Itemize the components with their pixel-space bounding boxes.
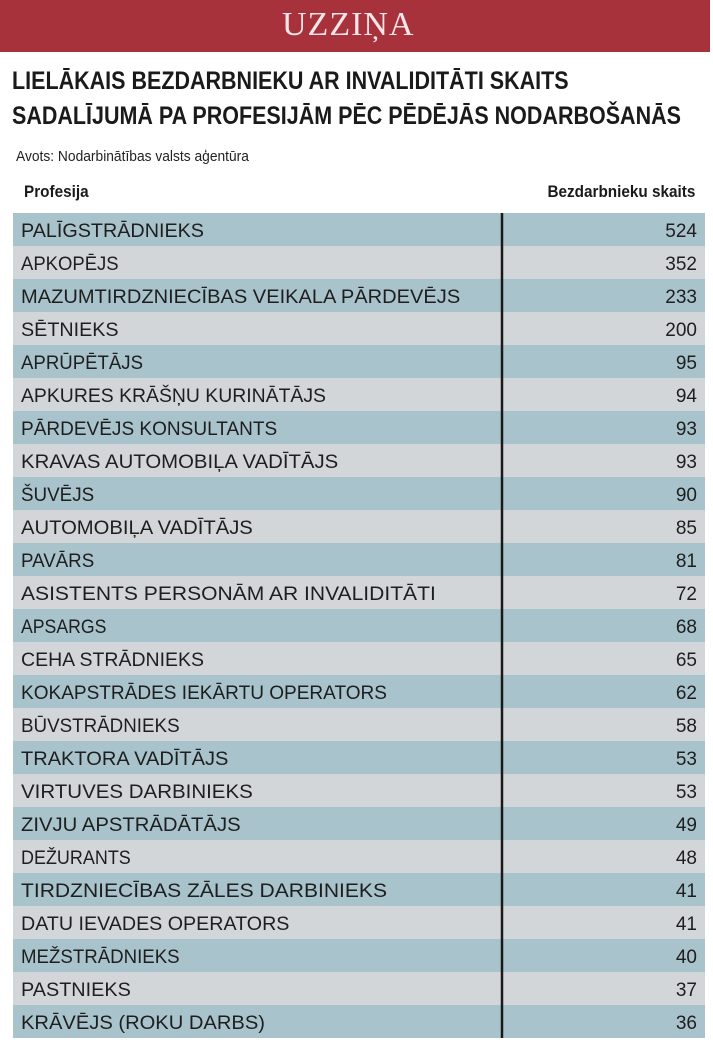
count-value: 81 <box>676 551 697 572</box>
profession-label: PĀRDEVĒJS KONSULTANTS <box>21 419 277 440</box>
column-header-count: Bezdarbnieku skaits <box>547 182 695 201</box>
headline: LIELĀKAIS BEZDARBNIEKU AR INVALIDITĀTI S… <box>12 64 681 134</box>
table-row <box>13 840 705 873</box>
count-value: 85 <box>676 518 697 539</box>
count-value: 352 <box>665 254 697 275</box>
profession-label: DATU IEVADES OPERATORS <box>21 914 289 935</box>
table-row <box>13 1005 705 1038</box>
profession-label: TRAKTORA VADĪTĀJS <box>21 749 228 770</box>
profession-label: KRĀVĒJS (ROKU DARBS) <box>21 1013 265 1034</box>
count-value: 49 <box>676 815 697 836</box>
headline-line-2: SADALĪJUMĀ PA PROFESIJĀM PĒC PĒDĒJĀS NOD… <box>12 102 681 130</box>
count-value: 95 <box>676 353 697 374</box>
profession-label: PASTNIEKS <box>21 980 131 1001</box>
profession-label: TIRDZNIECĪBAS ZĀLES DARBINIEKS <box>21 881 387 902</box>
profession-label: BŪVSTRĀDNIEKS <box>21 716 180 737</box>
profession-label: APKURES KRĀŠŅU KURINĀTĀJS <box>21 385 326 407</box>
table-row <box>13 642 705 675</box>
profession-label: PAVĀRS <box>21 551 94 572</box>
column-header-profession: Profesija <box>24 182 89 201</box>
table-row <box>13 906 705 939</box>
profession-label: AUTOMOBIĻA VADĪTĀJS <box>21 518 253 539</box>
count-value: 524 <box>665 221 697 242</box>
table-row <box>13 807 705 840</box>
profession-label: KRAVAS AUTOMOBIĻA VADĪTĀJS <box>21 452 338 473</box>
profession-label: MAZUMTIRDZNIECĪBAS VEIKALA PĀRDEVĒJS <box>21 287 460 308</box>
profession-label: APRŪPĒTĀJS <box>21 353 143 374</box>
table-row <box>13 576 705 609</box>
source-note: Avots: Nodarbinātības valsts aģentūra <box>16 148 249 165</box>
profession-label: ZIVJU APSTRĀDĀTĀJS <box>21 815 241 836</box>
table-row <box>13 246 705 279</box>
table-row <box>13 939 705 972</box>
profession-label: APKOPĒJS <box>21 254 119 275</box>
profession-label: KOKAPSTRĀDES IEKĀRTU OPERATORS <box>21 683 387 704</box>
count-value: 48 <box>676 848 697 869</box>
section-banner: UZZIŅA <box>0 0 710 52</box>
count-value: 93 <box>676 419 697 440</box>
table-row <box>13 477 705 510</box>
count-value: 233 <box>665 287 697 308</box>
table-row <box>13 279 705 312</box>
profession-label: CEHA STRĀDNIEKS <box>21 650 204 671</box>
count-value: 90 <box>676 485 697 506</box>
profession-label: PALĪGSTRĀDNIEKS <box>21 221 204 242</box>
profession-label: DEŽURANTS <box>21 847 131 869</box>
count-value: 40 <box>676 947 697 968</box>
table-row <box>13 312 705 345</box>
table-row <box>13 510 705 543</box>
profession-label: SĒTNIEKS <box>21 320 119 341</box>
table-row <box>13 378 705 411</box>
count-value: 53 <box>676 782 697 803</box>
count-value: 93 <box>676 452 697 473</box>
profession-label: MEŽSTRĀDNIEKS <box>21 946 180 968</box>
count-value: 94 <box>676 386 698 407</box>
count-value: 58 <box>676 716 697 737</box>
count-value: 41 <box>676 914 697 935</box>
count-value: 37 <box>676 980 697 1001</box>
count-value: 36 <box>676 1013 697 1034</box>
profession-label: ŠUVĒJS <box>21 484 94 506</box>
count-value: 68 <box>676 617 697 638</box>
banner-title: UZZIŅA <box>282 6 415 43</box>
count-value: 41 <box>676 881 697 902</box>
profession-label: ASISTENTS PERSONĀM AR INVALIDITĀTI <box>21 584 436 605</box>
table-row <box>13 411 705 444</box>
table-row <box>13 345 705 378</box>
table-row <box>13 873 705 906</box>
table-row <box>13 708 705 741</box>
table-row <box>13 543 705 576</box>
table-row <box>13 444 705 477</box>
profession-label: VIRTUVES DARBINIEKS <box>21 782 253 803</box>
count-value: 53 <box>676 749 697 770</box>
count-value: 200 <box>665 320 697 341</box>
table-row <box>13 675 705 708</box>
headline-line-1: LIELĀKAIS BEZDARBNIEKU AR INVALIDITĀTI S… <box>12 67 569 95</box>
table-row <box>13 213 705 246</box>
table-row <box>13 741 705 774</box>
table-row <box>13 972 705 1005</box>
count-value: 65 <box>676 650 697 671</box>
count-value: 72 <box>676 584 697 605</box>
table-row <box>13 609 705 642</box>
profession-label: APSARGS <box>21 617 106 638</box>
table-row <box>13 774 705 807</box>
count-value: 62 <box>676 683 697 704</box>
